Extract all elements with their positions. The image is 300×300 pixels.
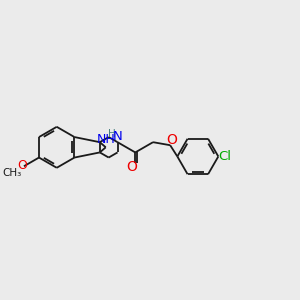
Text: O: O — [17, 159, 27, 172]
Text: N: N — [113, 130, 123, 143]
Text: O: O — [127, 160, 137, 174]
Text: O: O — [167, 134, 177, 147]
Text: CH₃: CH₃ — [3, 168, 22, 178]
Text: NH: NH — [97, 133, 116, 146]
Text: H: H — [108, 129, 116, 140]
Text: Cl: Cl — [218, 150, 231, 163]
